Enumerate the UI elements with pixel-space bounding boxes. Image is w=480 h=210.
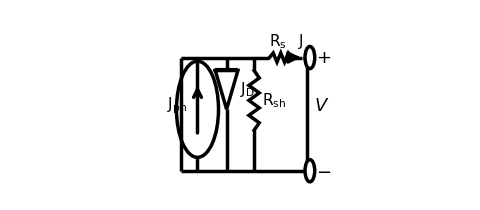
Text: R$_{\mathsf{s}}$: R$_{\mathsf{s}}$ bbox=[269, 32, 287, 51]
Text: $+$: $+$ bbox=[316, 49, 332, 67]
Text: $-$: $-$ bbox=[316, 162, 332, 180]
Text: J$_{\mathsf{D}}$: J$_{\mathsf{D}}$ bbox=[240, 80, 254, 99]
Ellipse shape bbox=[305, 46, 315, 69]
Text: V: V bbox=[314, 97, 326, 115]
Text: R$_{\mathsf{sh}}$: R$_{\mathsf{sh}}$ bbox=[263, 91, 287, 110]
Ellipse shape bbox=[305, 160, 315, 182]
Text: J$_{\mathsf{ph}}$: J$_{\mathsf{ph}}$ bbox=[167, 96, 187, 116]
Text: J: J bbox=[299, 34, 303, 49]
